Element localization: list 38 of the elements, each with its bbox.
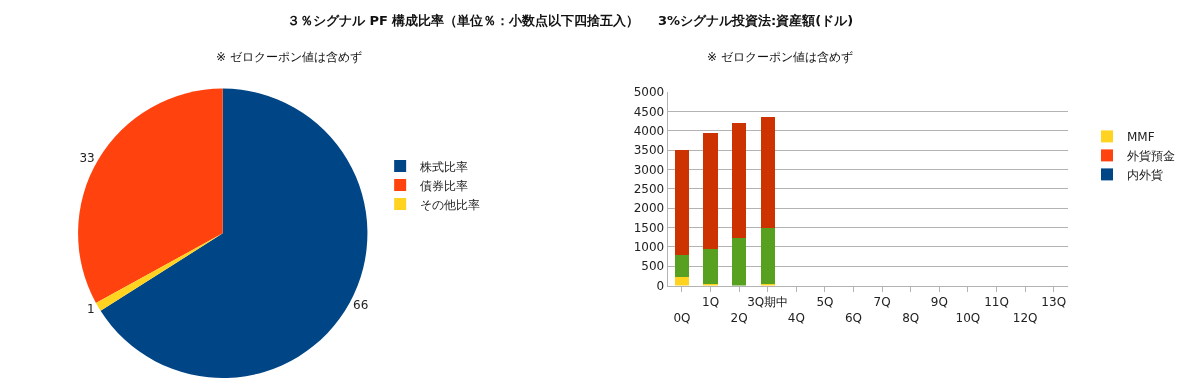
y-tick-label: 2500 (633, 181, 665, 196)
legend-label: 債券比率 (420, 178, 469, 193)
y-tick-label: 3500 (633, 143, 665, 158)
x-tick-label: 8Q (902, 310, 920, 325)
legend-label: 外貨預金 (1127, 149, 1176, 164)
x-tick-label: 3Q期中 (747, 295, 789, 310)
x-tick-label: 7Q (873, 295, 891, 310)
x-tick-label: 10Q (955, 310, 981, 325)
x-tick-label: 0Q (673, 310, 691, 325)
data-label: 1 (87, 301, 95, 316)
chart-title: 3%シグナル投資法:資産額(ドル) (658, 13, 854, 28)
x-tick-label: 12Q (1012, 310, 1038, 325)
chart-title: ３％シグナル PF 構成比率（単位％：小数点以下四捨五入） (287, 13, 640, 28)
y-tick-label: 2000 (633, 201, 665, 216)
legend-label: 内外貨 (1127, 168, 1164, 183)
x-tick-label: 1Q (702, 295, 720, 310)
y-tick-label: 1000 (633, 240, 665, 255)
chart-subtitle: ※ ゼロクーポン値は含めず (707, 50, 853, 64)
y-tick-label: 1500 (633, 220, 665, 235)
y-tick-label: 4000 (633, 123, 665, 138)
legend-label: MMF (1127, 130, 1155, 145)
y-tick-label: 4500 (633, 104, 665, 119)
x-tick-label: 9Q (930, 295, 948, 310)
data-label: 33 (79, 150, 95, 165)
y-tick-label: 5000 (633, 85, 665, 100)
data-label: 66 (353, 297, 369, 312)
x-tick-label: 5Q (816, 295, 834, 310)
chart-subtitle: ※ ゼロクーポン値は含めず (216, 50, 362, 64)
x-tick-label: 2Q (730, 310, 748, 325)
legend-label: その他比率 (420, 197, 481, 212)
x-tick-label: 11Q (984, 295, 1009, 310)
legend-label: 株式比率 (419, 159, 469, 174)
x-tick-label: 4Q (787, 310, 805, 325)
y-tick-label: 500 (641, 259, 665, 274)
y-tick-label: 0 (656, 278, 665, 293)
x-tick-label: 13Q (1041, 295, 1067, 310)
y-tick-label: 3000 (633, 162, 665, 177)
x-tick-label: 6Q (844, 310, 863, 325)
